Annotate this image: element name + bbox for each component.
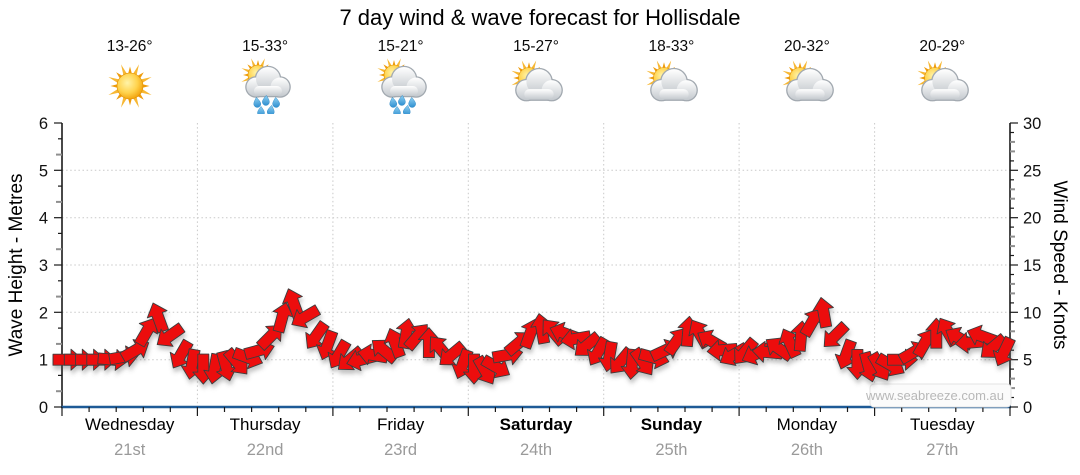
- day-temp-range: 20-29°: [919, 38, 966, 55]
- svg-text:6: 6: [39, 115, 48, 133]
- weather-icon-sunny: [102, 56, 158, 114]
- svg-text:3: 3: [39, 257, 48, 275]
- day-date: 21st: [114, 441, 146, 459]
- day-date: 26th: [790, 441, 823, 459]
- day-temp-range: 15-27°: [513, 38, 559, 55]
- day-date: 24th: [519, 441, 553, 459]
- weather-icon-sun-cloud: [643, 56, 699, 114]
- day-temp-range: 15-21°: [377, 38, 424, 55]
- day-date: 23rd: [384, 441, 418, 459]
- weather-icon-sun-rain: [237, 56, 293, 117]
- day-name: Tuesday: [910, 415, 975, 434]
- wind-arrow-series: [52, 288, 1016, 385]
- axis-tick-labels: 0 1 2 3 4 5 6 0 5 10 15 20 25 30: [39, 115, 1042, 417]
- day-name: Monday: [776, 415, 838, 434]
- watermark: www.seabreeze.com.au: [865, 383, 1012, 408]
- day-date: 27th: [926, 441, 959, 459]
- weather-icon-sun-rain: [373, 56, 429, 117]
- day-name: Friday: [376, 415, 425, 434]
- svg-text:25: 25: [1023, 162, 1041, 180]
- day-temp-range: 20-32°: [783, 38, 830, 55]
- svg-text:4: 4: [39, 210, 48, 228]
- day-name: Wednesday: [84, 415, 175, 434]
- svg-text:2: 2: [39, 304, 48, 322]
- svg-text:5: 5: [1023, 352, 1032, 370]
- day-name: Sunday: [640, 415, 703, 434]
- svg-text:1: 1: [39, 352, 48, 370]
- day-date: 22nd: [246, 441, 284, 459]
- weather-icon-sun-cloud: [779, 56, 835, 114]
- day-temp-range: 18-33°: [648, 38, 695, 55]
- svg-text:20: 20: [1023, 210, 1041, 228]
- weather-icon-sun-cloud: [508, 56, 564, 114]
- page-title: 7 day wind & wave forecast for Hollisdal…: [339, 5, 741, 30]
- svg-text:30: 30: [1023, 115, 1041, 133]
- watermark-box: [869, 383, 1012, 408]
- weather-icon-sun-cloud: [914, 56, 970, 114]
- watermark-text: www.seabreeze.com.au: [865, 388, 1004, 403]
- svg-text:0: 0: [1023, 399, 1032, 417]
- svg-text:10: 10: [1023, 304, 1041, 322]
- day-name: Thursday: [229, 415, 301, 434]
- day-name: Saturday: [499, 415, 573, 434]
- day-date: 25th: [655, 441, 688, 459]
- svg-text:15: 15: [1023, 257, 1041, 275]
- svg-text:0: 0: [39, 399, 48, 417]
- day-temp-range: 15-33°: [242, 38, 289, 55]
- day-temp-range: 13-26°: [106, 38, 153, 55]
- svg-text:5: 5: [39, 162, 48, 180]
